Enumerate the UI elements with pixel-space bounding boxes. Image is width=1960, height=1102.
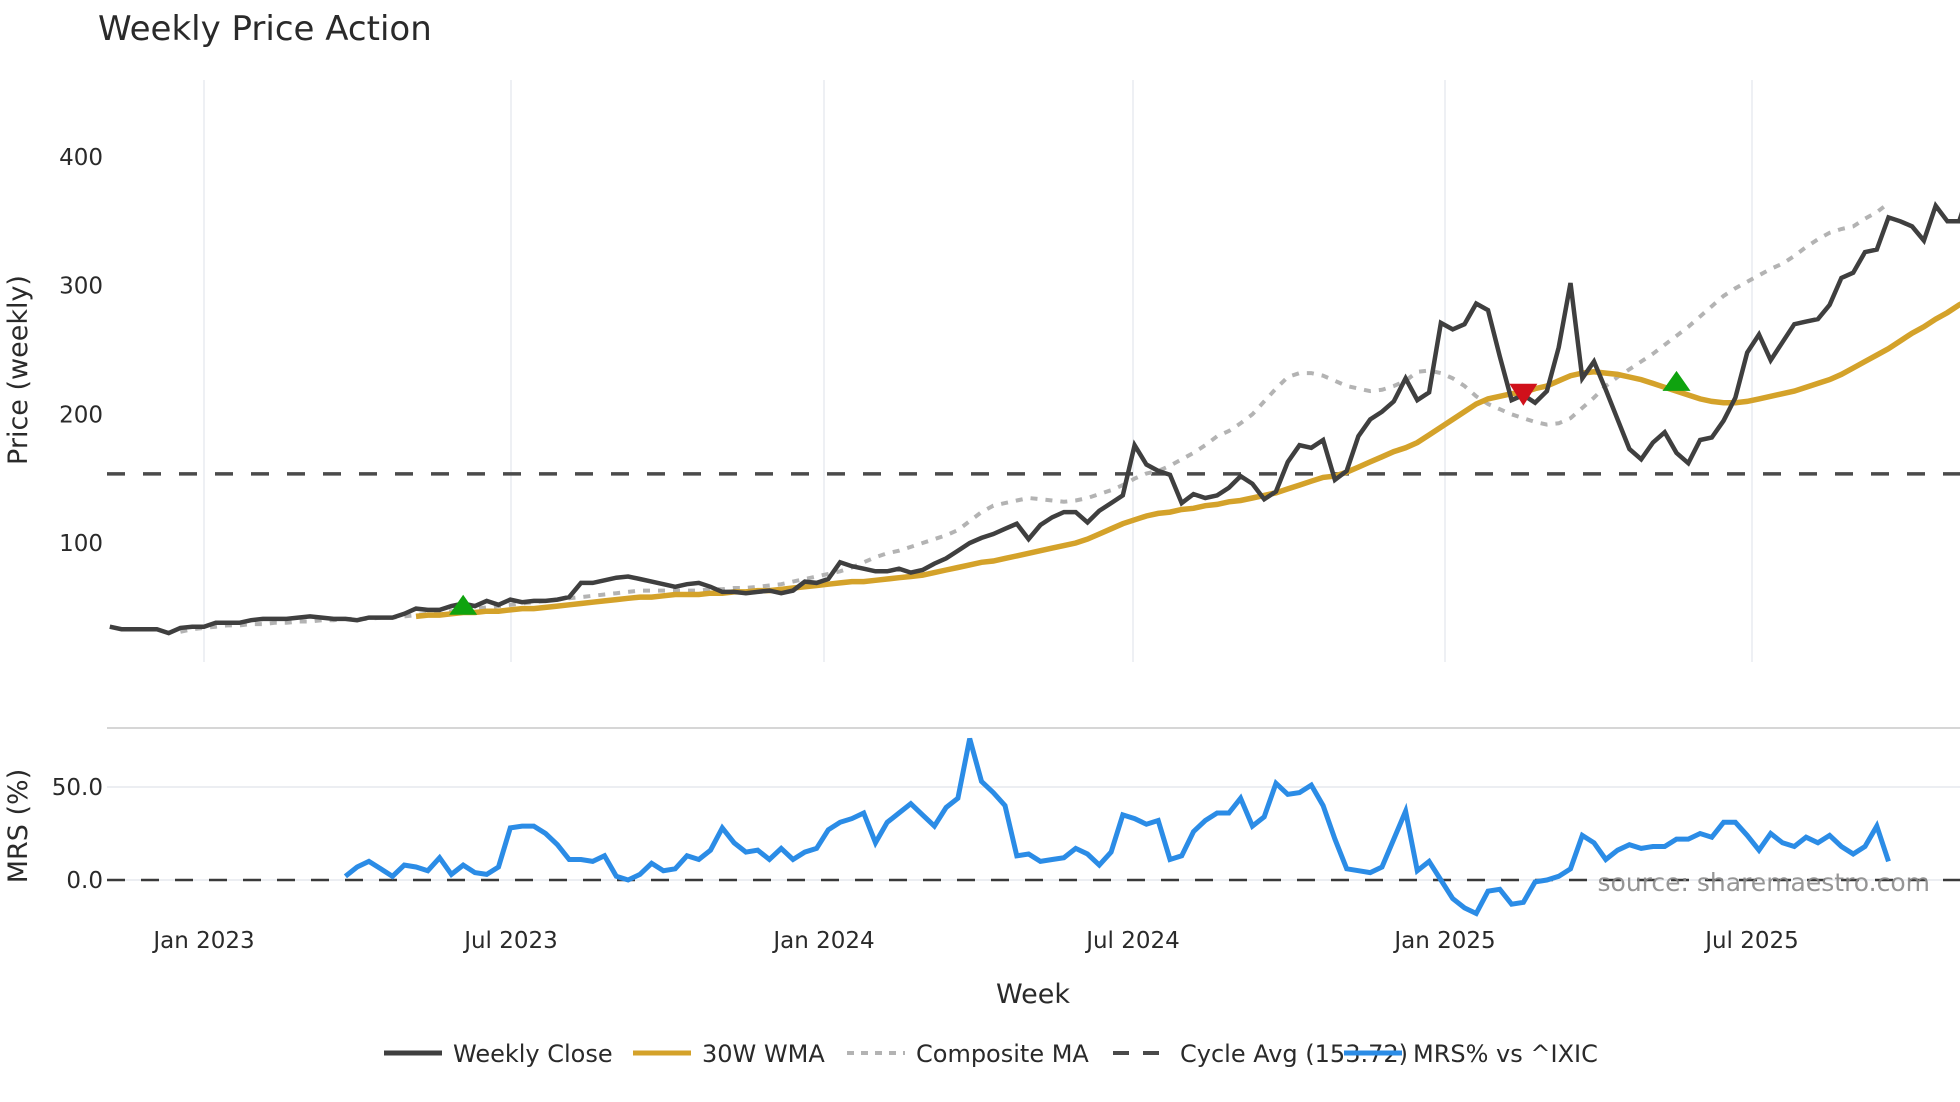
mrs-y-axis-ticks: 0.0 50.0 [52, 775, 103, 894]
buy-signal-marker-icon [1662, 370, 1691, 391]
legend-item-composite-ma: Composite MA [847, 1040, 1089, 1068]
price-y-tick: 300 [59, 274, 103, 300]
mrs-y-tick: 50.0 [52, 775, 103, 801]
x-tick-label: Jul 2024 [1084, 928, 1180, 954]
x-tick-label: Jan 2025 [1392, 928, 1495, 954]
sell-signal-marker-icon [1509, 383, 1538, 406]
source-watermark: source: sharemaestro.com [1598, 868, 1931, 897]
composite-ma-line [179, 201, 1890, 634]
x-axis-ticks: Jan 2023 Jul 2023 Jan 2024 Jul 2024 Jan 2025… [151, 928, 1798, 954]
mrs-gridlines [107, 786, 1960, 881]
legend-item-30w-wma: 30W WMA [633, 1040, 825, 1068]
x-axis-label: Week [996, 979, 1070, 1010]
x-tick-label: Jul 2025 [1703, 928, 1799, 954]
legend-label: Weekly Close [453, 1040, 613, 1068]
legend-label: 30W WMA [702, 1040, 825, 1068]
mrs-y-tick: 0.0 [66, 868, 103, 894]
weekly-close-line [109, 201, 1960, 636]
mrs-line [343, 737, 1891, 917]
legend-label: Composite MA [916, 1040, 1089, 1068]
legend-label: MRS% vs ^IXIC [1413, 1040, 1598, 1068]
price-gridlines [203, 80, 1753, 662]
mrs-panel: 0.0 50.0 MRS (%) source: sharemaestro.com [3, 727, 1960, 917]
x-tick-label: Jul 2023 [462, 928, 558, 954]
legend-item-mrs-vs-ixic: MRS% vs ^IXIC [1344, 1040, 1598, 1068]
mrs-y-axis-label: MRS (%) [3, 769, 34, 884]
x-tick-label: Jan 2024 [771, 928, 874, 954]
price-y-axis-ticks: 100 200 300 400 [59, 145, 103, 557]
x-tick-label: Jan 2023 [151, 928, 254, 954]
price-y-tick: 100 [59, 531, 103, 557]
buy-signal-marker-icon [449, 594, 478, 615]
legend-item-weekly-close: Weekly Close [384, 1040, 613, 1068]
wma30-line [415, 301, 1960, 620]
chart-title: Weekly Price Action [98, 9, 432, 49]
price-panel: 100 200 300 400 Price (weekly) [3, 80, 1960, 662]
signal-markers [449, 370, 1691, 615]
price-y-axis-label: Price (weekly) [3, 275, 34, 465]
legend: Weekly Close 30W WMA Composite MA Cycle Avg… [384, 1040, 1598, 1068]
price-y-tick: 400 [59, 145, 103, 171]
price-y-tick: 200 [59, 402, 103, 428]
